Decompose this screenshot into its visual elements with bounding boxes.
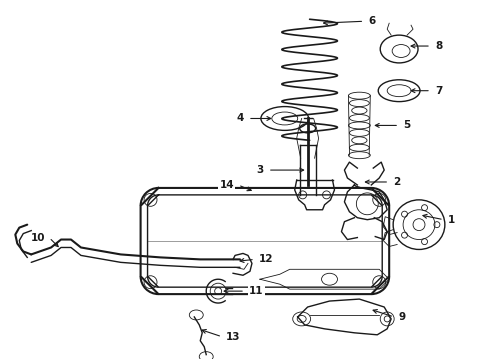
Text: 11: 11	[249, 286, 264, 296]
Text: 6: 6	[368, 16, 375, 26]
Text: 12: 12	[259, 255, 273, 264]
Text: 9: 9	[398, 312, 405, 322]
Text: 8: 8	[435, 41, 442, 51]
Text: 4: 4	[237, 113, 244, 123]
Text: 3: 3	[257, 165, 264, 175]
Text: 5: 5	[403, 121, 410, 130]
Text: 2: 2	[393, 177, 400, 187]
Text: 7: 7	[435, 86, 442, 96]
Text: 1: 1	[448, 215, 455, 225]
Text: 10: 10	[31, 233, 45, 243]
Text: 14: 14	[220, 180, 234, 190]
Text: 13: 13	[226, 332, 241, 342]
